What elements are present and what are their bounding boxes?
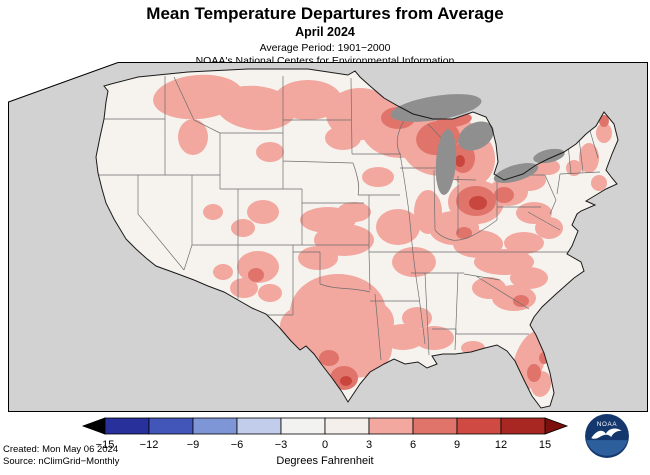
created-date-label: Created: Mon May 06 2024: [3, 444, 119, 455]
warm-anomaly-blob: [274, 80, 342, 120]
colorbar-segment: [368, 417, 414, 435]
colorbar-tick-label: 12: [495, 439, 507, 451]
colorbar-units-label: Degrees Fahrenheit: [276, 455, 374, 467]
colorbar-left-arrow: [81, 417, 106, 435]
colorbar-segment: [412, 417, 458, 435]
noaa-logo: NOAA: [585, 414, 629, 458]
hot-anomaly-blob: [248, 268, 264, 282]
colorbar-tick-label: 6: [410, 439, 416, 451]
average-period-label: Average Period: 1901−2000: [259, 42, 391, 54]
warm-anomaly-blob: [258, 284, 282, 302]
colorbar-tick-label: 9: [454, 439, 460, 451]
colorbar-segment: [456, 417, 502, 435]
warm-anomaly-blob: [325, 126, 361, 150]
header: Mean Temperature Departures from Average…: [0, 4, 650, 67]
hottest-anomaly-blob: [455, 155, 465, 167]
colorbar-segment: [500, 417, 546, 435]
warm-anomaly-blob: [510, 267, 548, 289]
colorbar-tick-label: 15: [539, 439, 551, 451]
colorbar-tick-label: −15: [96, 439, 115, 451]
hottest-anomaly-blob: [340, 376, 352, 386]
warm-anomaly-blob: [591, 175, 607, 191]
noaa-logo-text: NOAA: [597, 421, 617, 428]
colorbar-right-arrow: [544, 417, 569, 435]
colorbar-segment: [236, 417, 282, 435]
hot-anomaly-blob: [319, 350, 339, 366]
hot-anomaly-blob: [456, 227, 472, 239]
colorbar-segment: [280, 417, 326, 435]
colorbar-tick-label: −9: [187, 439, 200, 451]
colorbar-tick-label: −12: [140, 439, 159, 451]
warm-anomaly-blob: [280, 306, 328, 346]
warm-anomaly-blob: [213, 264, 233, 280]
warm-anomaly-blob: [535, 217, 563, 239]
map-frame: [8, 62, 648, 412]
warm-anomaly-blob: [298, 246, 338, 270]
warm-anomaly-blob: [237, 251, 279, 283]
warm-anomaly-blob: [256, 142, 284, 162]
hot-anomaly-blob: [599, 115, 609, 127]
warm-anomaly-blob: [596, 123, 612, 143]
hottest-anomaly-blob: [469, 196, 487, 210]
temperature-colorbar: −15 −12 −9 −6 −3 0 3 6 9 12 15: [81, 417, 569, 451]
colorbar-tick-label: −6: [231, 439, 244, 451]
map-month-label: April 2024: [295, 25, 355, 39]
colorbar-tick-label: −3: [275, 439, 288, 451]
warm-anomaly-blob: [362, 167, 394, 187]
warm-anomaly-blob: [381, 324, 425, 350]
data-source-label: Source: nClimGrid−Monthly: [3, 455, 120, 467]
warm-anomaly-blob: [247, 200, 279, 224]
warm-anomaly-blob: [230, 278, 258, 298]
great-lakes: [390, 94, 565, 195]
warm-anomaly-blob: [472, 277, 506, 299]
warm-anomaly-blob: [231, 219, 255, 237]
noaa-gull-icon: [591, 428, 622, 439]
warm-anomaly-blob: [504, 232, 544, 254]
noaa-logo-lower-arc: [586, 440, 628, 456]
lake-ontario: [533, 148, 565, 164]
credits: Created: Mon May 06 2024 Source: nClimGr…: [3, 444, 119, 467]
warm-anomaly-blob: [203, 204, 223, 220]
lake-huron: [458, 121, 494, 151]
hot-anomaly-blob: [527, 364, 541, 382]
warm-anomaly-blob: [414, 326, 454, 350]
colorbar-segment: [324, 417, 370, 435]
warm-anomaly-blob: [344, 300, 394, 344]
lake-michigan: [435, 129, 457, 195]
lake-superior: [390, 94, 482, 122]
colorbar-segment: [104, 417, 150, 435]
colorbar-segment: [192, 417, 238, 435]
warm-anomaly-blob: [579, 143, 599, 173]
warm-anomaly-blob: [376, 209, 420, 245]
temperature-anomaly-regions: [153, 74, 612, 397]
warm-anomaly-blob: [474, 249, 534, 275]
warm-anomaly-blob: [337, 202, 371, 222]
us-temperature-map: [8, 62, 648, 412]
colorbar-tick-label: 0: [322, 439, 328, 451]
warm-anomaly-blob: [178, 119, 208, 155]
colorbar-tick-label: 3: [366, 439, 372, 451]
page-title: Mean Temperature Departures from Average: [146, 4, 504, 23]
hot-anomaly-blob: [494, 187, 514, 203]
lake-erie: [493, 163, 539, 183]
state-boundaries: [96, 76, 601, 361]
warm-anomaly-blob: [402, 307, 432, 329]
colorbar-segment: [148, 417, 194, 435]
hot-anomaly-blob: [513, 295, 529, 307]
